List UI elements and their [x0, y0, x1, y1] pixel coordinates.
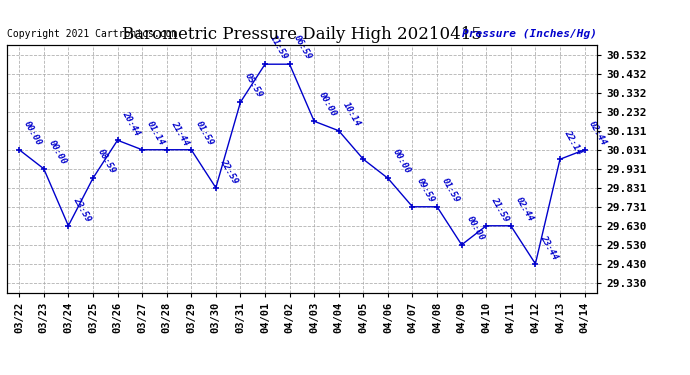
- Text: 11:59: 11:59: [268, 34, 289, 62]
- Text: 10:14: 10:14: [342, 100, 363, 128]
- Text: 20:44: 20:44: [120, 110, 141, 138]
- Text: 21:44: 21:44: [170, 119, 190, 147]
- Text: 02:44: 02:44: [587, 119, 609, 147]
- Text: 01:59: 01:59: [440, 176, 461, 204]
- Text: 06:59: 06:59: [293, 34, 313, 62]
- Text: 00:00: 00:00: [464, 214, 486, 242]
- Text: 00:00: 00:00: [22, 119, 43, 147]
- Text: Pressure (Inches/Hg): Pressure (Inches/Hg): [462, 29, 597, 39]
- Title: Barometric Pressure Daily High 20210415: Barometric Pressure Daily High 20210415: [122, 27, 482, 44]
- Text: 23:59: 23:59: [71, 195, 92, 223]
- Text: 23:44: 23:44: [538, 233, 560, 261]
- Text: 22:14: 22:14: [563, 129, 584, 156]
- Text: 00:00: 00:00: [391, 148, 412, 176]
- Text: 00:00: 00:00: [46, 138, 68, 166]
- Text: 21:59: 21:59: [489, 195, 510, 223]
- Text: Copyright 2021 Cartronics.com: Copyright 2021 Cartronics.com: [7, 29, 177, 39]
- Text: 01:14: 01:14: [145, 119, 166, 147]
- Text: 05:59: 05:59: [243, 72, 264, 99]
- Text: 09:59: 09:59: [415, 176, 437, 204]
- Text: 00:00: 00:00: [317, 91, 338, 118]
- Text: 08:59: 08:59: [96, 148, 117, 176]
- Text: 22:59: 22:59: [219, 157, 240, 185]
- Text: 01:59: 01:59: [194, 119, 215, 147]
- Text: 02:44: 02:44: [513, 195, 535, 223]
